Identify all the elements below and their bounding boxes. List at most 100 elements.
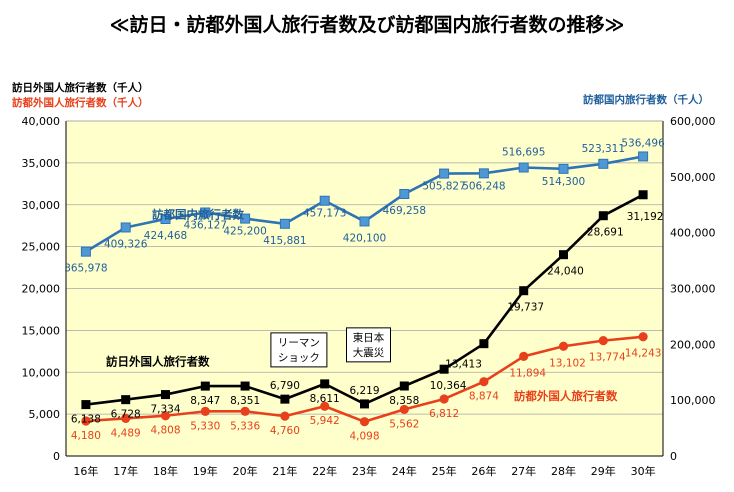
x-axis-tick-label: 29年 <box>591 464 616 478</box>
data-point-black <box>81 400 91 410</box>
x-axis-tick-label: 28年 <box>551 464 576 478</box>
left-axis-tick-label: 25,000 <box>22 241 61 254</box>
x-axis-tick-label: 19年 <box>193 464 218 478</box>
data-label-black: 7,334 <box>150 404 180 416</box>
annotation-box <box>270 332 328 368</box>
data-label-red: 4,808 <box>150 425 180 437</box>
left-axis-tick-label: 0 <box>53 450 60 463</box>
data-label-blue: 523,311 <box>582 143 625 155</box>
data-label-blue: 436,127 <box>184 219 227 231</box>
data-point-black <box>320 379 330 389</box>
left-axis-tick-label: 5,000 <box>29 408 61 421</box>
data-point-red <box>280 411 290 421</box>
data-point-black <box>439 364 449 374</box>
data-label-red: 5,336 <box>230 420 260 432</box>
data-label-black: 6,219 <box>349 385 379 397</box>
data-label-red: 5,562 <box>389 418 419 430</box>
data-point-black <box>479 339 489 349</box>
data-point-red <box>558 341 569 351</box>
data-point-black <box>399 381 409 391</box>
data-point-red <box>240 406 250 416</box>
left-axis-tick-label: 20,000 <box>22 283 61 296</box>
data-label-black: 8,351 <box>230 395 260 407</box>
data-label-blue: 409,326 <box>104 238 148 250</box>
data-point-black <box>240 381 250 391</box>
x-axis-tick-label: 20年 <box>233 464 258 478</box>
chart-title: ≪訪日・訪都外国人旅行者数及び訪都国内旅行者数の推移≫ <box>109 14 625 36</box>
data-point-blue <box>319 195 330 206</box>
data-point-red <box>479 377 489 387</box>
data-point-red <box>121 413 131 424</box>
x-axis-tick-label: 17年 <box>113 464 138 478</box>
x-axis-tick-label: 30年 <box>631 464 656 478</box>
data-point-black <box>360 399 369 409</box>
data-label-blue: 506,248 <box>462 180 505 192</box>
data-label-red: 4,098 <box>349 431 379 443</box>
data-point-black <box>161 390 170 400</box>
left-axis-title-red: 訪都外国人旅行者数（千人） <box>12 97 149 109</box>
left-axis-tick-label: 40,000 <box>22 115 61 128</box>
data-label-blue: 505,827 <box>422 181 465 193</box>
data-point-red <box>638 332 648 342</box>
data-point-black <box>519 286 529 296</box>
data-label-blue: 415,881 <box>263 235 306 247</box>
data-label-black: 19,737 <box>507 302 544 314</box>
data-point-blue <box>160 214 171 225</box>
data-point-red <box>81 416 91 426</box>
data-label-blue: 469,258 <box>383 205 426 217</box>
x-axis-tick-label: 21年 <box>272 464 297 478</box>
left-axis-tick-label: 15,000 <box>22 324 61 337</box>
data-point-red <box>359 417 370 427</box>
right-axis-tick-label: 600,000 <box>670 115 716 128</box>
data-point-red <box>439 394 449 404</box>
data-label-black: 28,691 <box>587 227 624 239</box>
data-point-red <box>519 351 529 361</box>
left-axis-tick-label: 35,000 <box>22 157 61 170</box>
data-point-blue <box>478 168 489 179</box>
x-axis-tick-label: 16年 <box>73 464 98 478</box>
series-label-blue: 訪都国内旅行者数 <box>152 207 244 221</box>
data-label-red: 5,942 <box>310 415 340 427</box>
annotation-text: 東日本 <box>353 331 385 344</box>
right-axis-tick-label: 400,000 <box>670 227 716 240</box>
x-axis-tick-label: 18年 <box>153 464 178 478</box>
x-axis-tick-label: 22年 <box>312 464 337 478</box>
series-label-black: 訪日外国人旅行者数 <box>106 355 210 369</box>
data-point-red <box>200 406 210 416</box>
x-axis-tick-label: 24年 <box>392 464 417 478</box>
data-label-blue: 425,200 <box>223 226 266 238</box>
data-label-black: 24,040 <box>547 266 584 278</box>
data-point-black <box>638 190 648 200</box>
data-point-blue <box>638 151 649 162</box>
data-point-blue <box>518 162 529 173</box>
data-label-red: 6,812 <box>429 408 459 420</box>
right-axis-tick-label: 300,000 <box>670 283 716 296</box>
data-point-red <box>399 404 409 415</box>
data-label-black: 31,192 <box>627 211 664 223</box>
data-point-blue <box>558 163 569 174</box>
right-axis-tick-label: 200,000 <box>670 338 716 351</box>
data-label-red: 4,489 <box>111 427 141 439</box>
x-axis-tick-label: 23年 <box>352 464 377 478</box>
data-point-blue <box>279 218 290 229</box>
data-label-black: 6,138 <box>71 414 101 426</box>
right-axis-tick-label: 0 <box>670 450 677 463</box>
data-label-blue: 516,695 <box>502 147 545 159</box>
right-axis-tick-label: 100,000 <box>670 394 716 407</box>
data-point-blue <box>200 207 211 218</box>
data-label-black: 13,413 <box>445 359 482 371</box>
data-label-blue: 514,300 <box>542 176 585 188</box>
data-point-black <box>559 250 568 260</box>
data-label-black: 6,790 <box>270 380 300 392</box>
data-point-red <box>598 336 608 346</box>
data-label-blue: 536,496 <box>621 137 665 149</box>
data-label-black: 8,358 <box>389 395 419 407</box>
data-point-black <box>598 211 608 221</box>
data-point-blue <box>240 213 251 224</box>
left-axis-title-black: 訪日外国人旅行者数（千人） <box>12 82 149 94</box>
data-point-black <box>200 381 210 391</box>
data-label-red: 14,243 <box>625 348 662 360</box>
annotation-box <box>346 327 391 363</box>
data-label-black: 10,364 <box>430 380 467 392</box>
